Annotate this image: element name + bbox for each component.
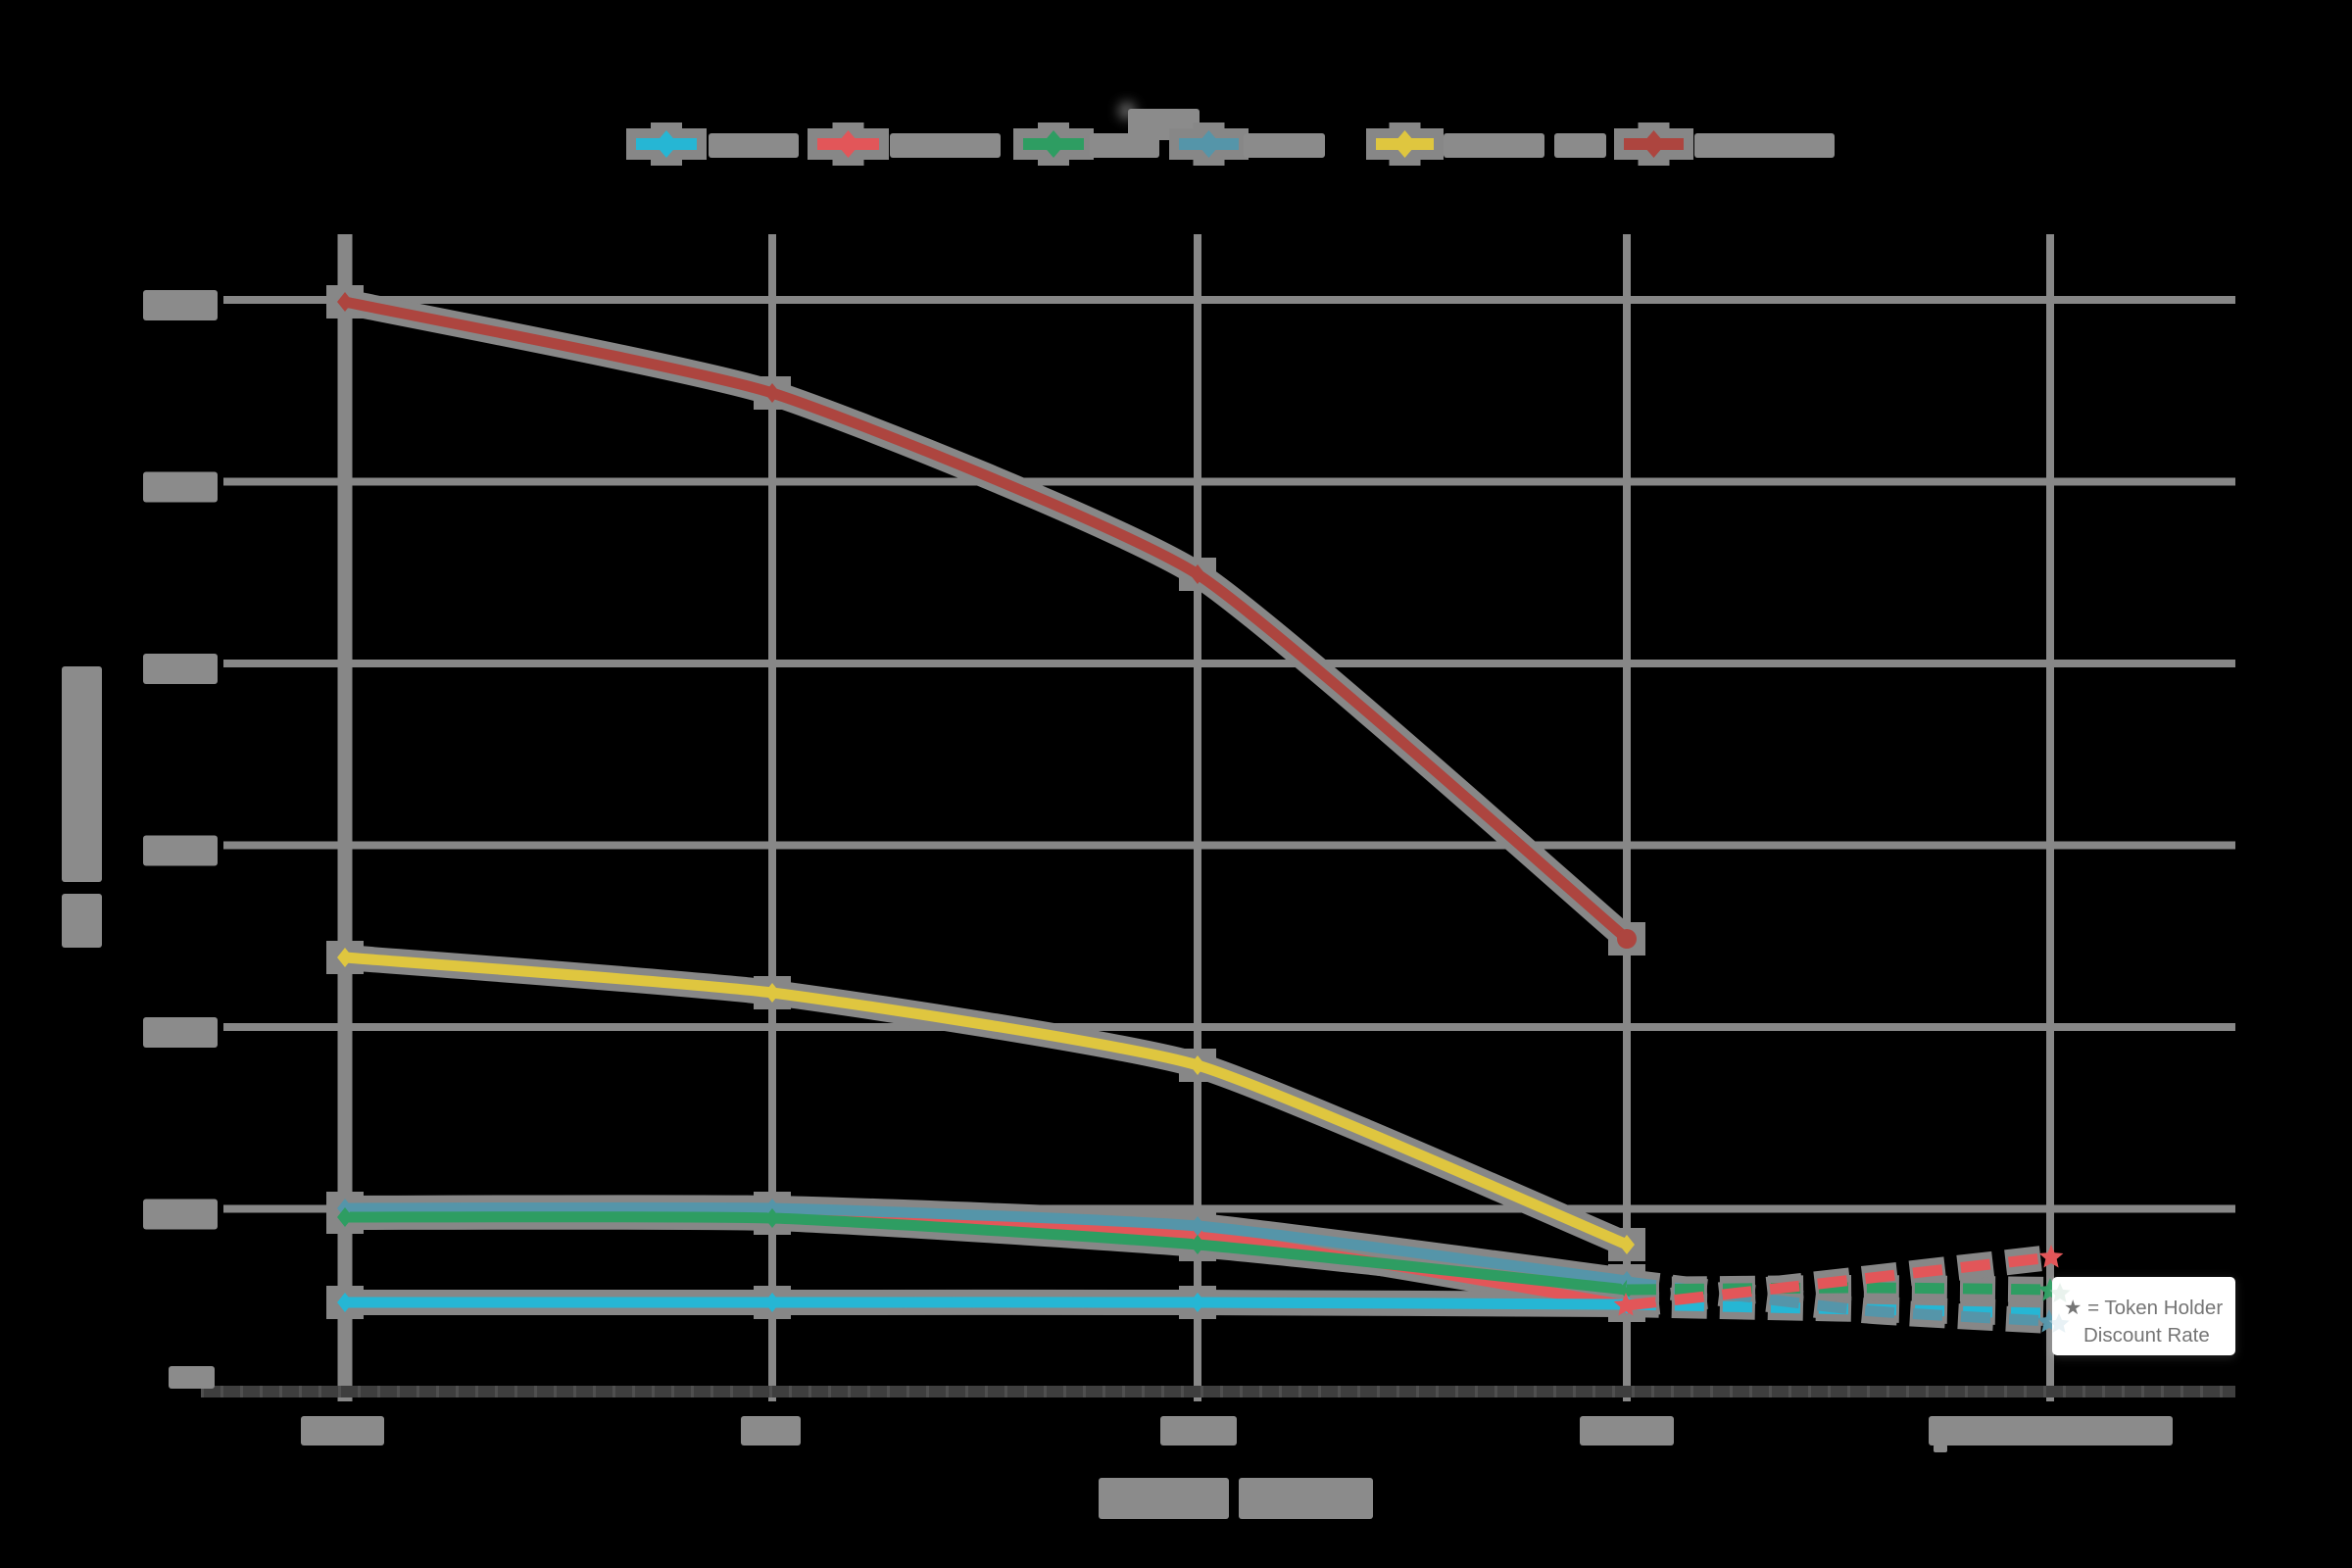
svg-text:★ = Token Holder: ★ = Token Holder <box>2064 1297 2223 1319</box>
svg-text:Discount Rate: Discount Rate <box>2083 1324 2210 1347</box>
